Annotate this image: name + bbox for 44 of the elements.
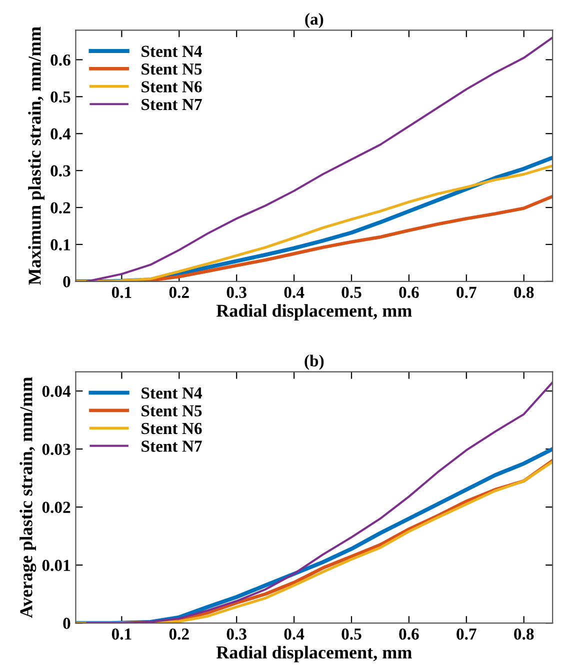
- x-tick-label: 0.4: [284, 628, 304, 640]
- y-tick-label: 0.6: [50, 54, 70, 66]
- y-tick-label: 0.2: [50, 202, 70, 214]
- x-tick-label: 0.6: [399, 286, 419, 298]
- x-tick-label: 0.1: [112, 628, 132, 640]
- line-series: [86, 36, 553, 282]
- y-tick-label: 0.01: [42, 560, 70, 572]
- x-tick-label: 0.6: [399, 628, 419, 640]
- x-tick-label: 0.5: [342, 286, 362, 298]
- y-axis-title: Maximum plastic strain, mm/mm: [28, 26, 44, 285]
- legend-label: Stent N4: [142, 387, 202, 399]
- x-tick-label: 0.5: [342, 628, 362, 640]
- y-tick-label: 0.1: [50, 239, 70, 250]
- y-tick-label: 0.03: [42, 444, 70, 456]
- y-tick-label: 0.3: [50, 165, 70, 177]
- chart-title: (a): [305, 13, 324, 28]
- legend-label: Stent N7: [142, 98, 202, 110]
- x-tick-label: 0.8: [514, 286, 534, 298]
- chart-title: (b): [304, 354, 324, 370]
- x-tick-label: 0.3: [226, 286, 246, 298]
- x-tick-label: 0.2: [169, 628, 189, 640]
- legend-label: Stent N6: [142, 81, 202, 92]
- x-tick-label: 0.3: [226, 628, 246, 640]
- x-tick-label: 0.8: [514, 628, 534, 640]
- x-axis-title: Radial displacement, mm: [216, 304, 412, 321]
- x-axis-title: Radial displacement, mm: [216, 646, 412, 662]
- y-axis-title: Average plastic strain, mm/mm: [20, 377, 36, 618]
- legend-label: Stent N4: [142, 46, 202, 57]
- x-tick-label: 0.4: [284, 286, 304, 298]
- y-tick-label: 0.5: [50, 91, 70, 103]
- y-tick-label: 0: [63, 618, 70, 630]
- legend-label: Stent N5: [142, 63, 202, 75]
- y-tick-label: 0: [63, 276, 70, 288]
- x-tick-label: 0.1: [112, 286, 132, 298]
- legend-label: Stent N6: [142, 422, 202, 434]
- legend-label: Stent N5: [142, 405, 202, 416]
- x-tick-label: 0.2: [169, 286, 189, 298]
- y-tick-label: 0.4: [50, 128, 71, 140]
- y-tick-label: 0.04: [42, 386, 71, 398]
- line-series: [86, 381, 553, 624]
- y-tick-label: 0.02: [42, 502, 70, 514]
- x-tick-label: 0.7: [456, 286, 476, 298]
- x-tick-label: 0.7: [456, 628, 476, 640]
- legend-label: Stent N7: [142, 440, 202, 452]
